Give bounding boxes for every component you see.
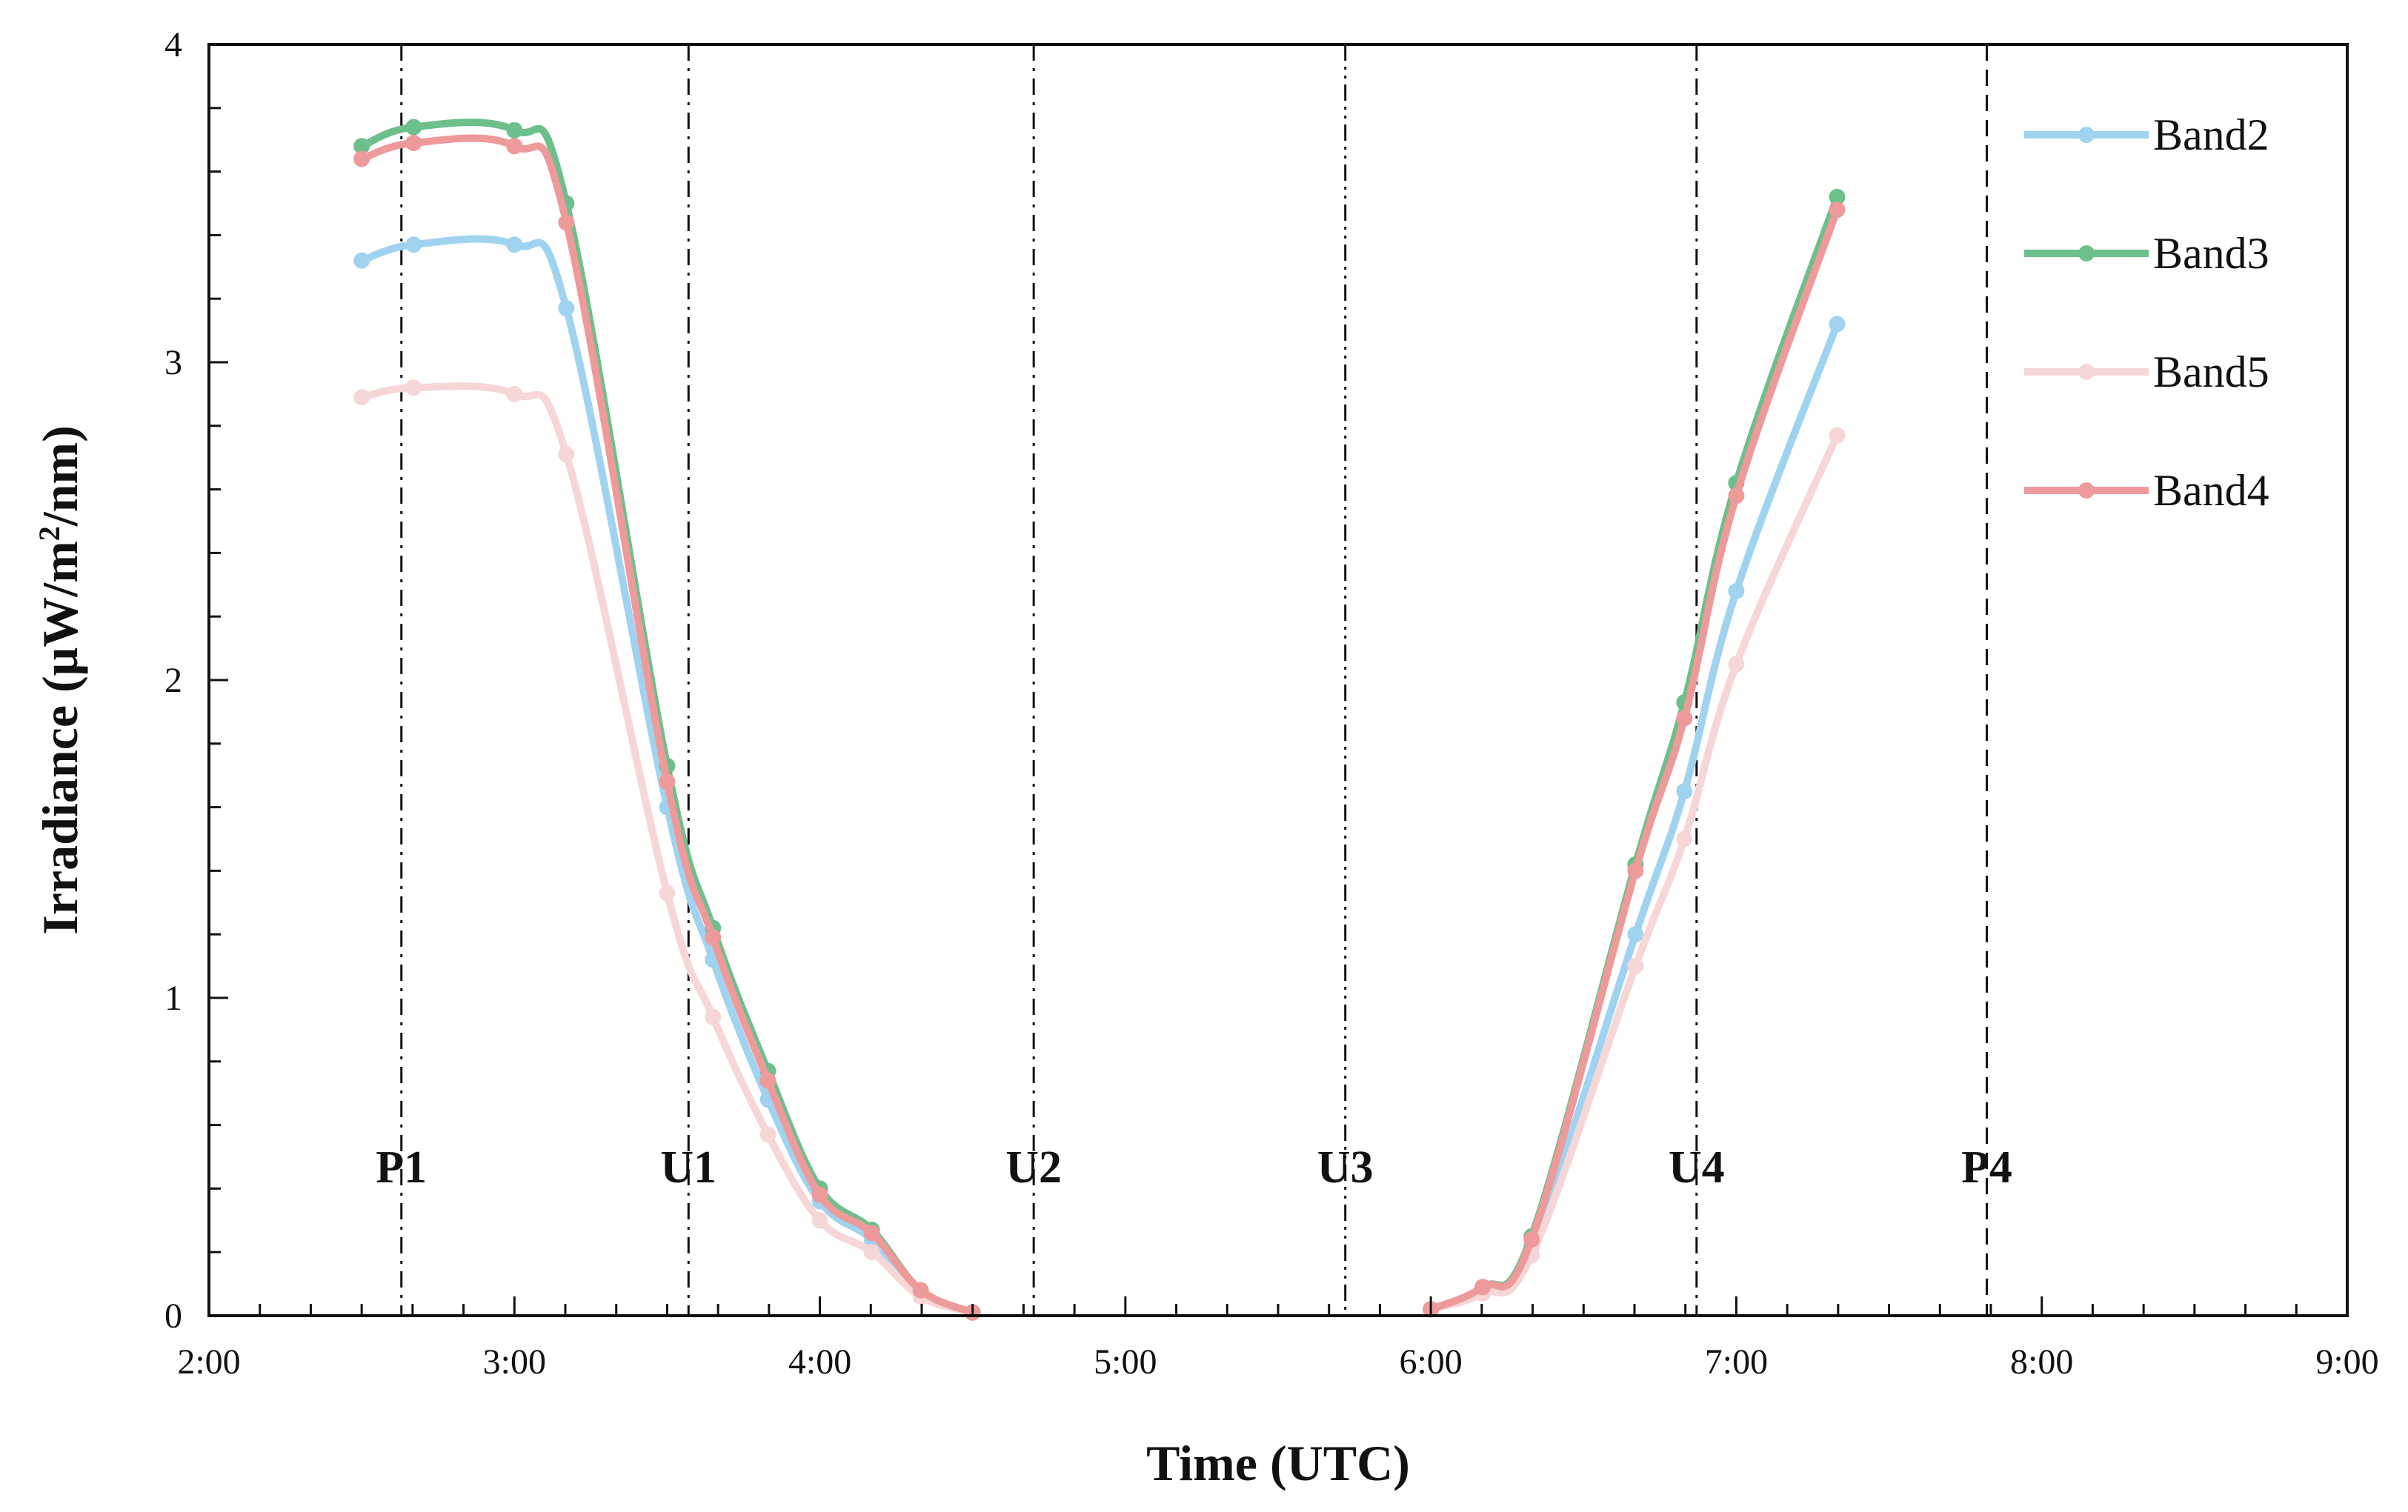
data-point-band4 xyxy=(1474,1279,1491,1296)
series-line-band2 xyxy=(1427,320,1841,1313)
legend-marker-band5 xyxy=(2078,364,2095,380)
y-axis-title-main: Irradiance (μW/m xyxy=(32,541,88,934)
series-line-band3 xyxy=(358,119,977,1316)
data-point-band5 xyxy=(1676,830,1693,847)
axis-ticks: 2:00 3:00 4:00 5:00 6:00 7:00 8:00 9:00 0 1 2 3 4 xyxy=(164,25,2379,1382)
y-tick-label: 0 xyxy=(164,1296,182,1336)
data-point-band4 xyxy=(705,929,722,946)
legend-marker-band4 xyxy=(2078,482,2095,499)
phase-label-p1: P1 xyxy=(376,1142,427,1193)
data-point-band4 xyxy=(863,1225,880,1242)
data-point-band5 xyxy=(1829,427,1846,444)
x-tick-label: 8:00 xyxy=(2010,1342,2073,1382)
data-point-band2 xyxy=(1676,783,1693,800)
series-line-band4 xyxy=(1427,206,1841,1313)
y-axis-title-superscript: 2 xyxy=(33,526,66,541)
phase-lines: P1 U1 U2 U3 U4 P4 xyxy=(376,44,2012,1316)
data-point-band5 xyxy=(759,1126,776,1143)
series-band5 xyxy=(353,379,1846,1321)
data-point-band3 xyxy=(1829,188,1846,205)
data-point-band4 xyxy=(1728,487,1745,504)
x-tick-label: 3:00 xyxy=(483,1342,546,1382)
data-point-band5 xyxy=(558,446,575,463)
y-tick-label: 1 xyxy=(164,979,182,1018)
x-tick-label: 9:00 xyxy=(2315,1342,2378,1382)
x-tick-label: 2:00 xyxy=(177,1342,240,1382)
phase-label-p4: P4 xyxy=(1961,1142,2012,1193)
phase-label-u3: U3 xyxy=(1317,1142,1374,1193)
data-point-band4 xyxy=(1829,202,1846,219)
data-point-band4 xyxy=(759,1072,776,1089)
data-point-band3 xyxy=(506,121,523,139)
data-point-band5 xyxy=(811,1212,828,1229)
data-point-band3 xyxy=(353,138,370,155)
data-point-band2 xyxy=(1728,582,1745,599)
data-point-band4 xyxy=(1627,862,1644,879)
data-point-band5 xyxy=(705,1008,722,1025)
data-point-band2 xyxy=(558,300,575,317)
series-band3 xyxy=(353,119,1846,1321)
data-point-band5 xyxy=(353,389,370,406)
x-tick-label: 6:00 xyxy=(1399,1342,1462,1382)
data-point-band5 xyxy=(506,385,523,402)
series-line-band4 xyxy=(358,134,977,1316)
legend-label-band5: Band5 xyxy=(2153,347,2269,396)
x-tick-label: 5:00 xyxy=(1094,1342,1157,1382)
series-lines xyxy=(353,119,1846,1321)
data-point-band4 xyxy=(558,214,575,231)
data-point-band5 xyxy=(863,1244,880,1261)
y-tick-label: 2 xyxy=(164,661,182,700)
data-point-band5 xyxy=(1728,656,1745,673)
series-line-band3 xyxy=(1427,193,1841,1313)
y-axis-title-end: /nm) xyxy=(32,425,88,527)
y-tick-label: 4 xyxy=(164,25,182,64)
legend-label-band3: Band3 xyxy=(2153,229,2269,278)
x-tick-label: 7:00 xyxy=(1705,1342,1768,1382)
phase-label-u4: U4 xyxy=(1669,1142,1725,1193)
data-point-band5 xyxy=(659,885,676,902)
series-band2 xyxy=(353,235,1846,1321)
legend-marker-band3 xyxy=(2078,245,2095,262)
data-point-band3 xyxy=(405,119,422,136)
legend-label-band2: Band2 xyxy=(2153,110,2269,159)
phase-label-u2: U2 xyxy=(1005,1142,1062,1193)
x-axis-title: Time (UTC) xyxy=(1146,1435,1410,1491)
data-point-band2 xyxy=(1829,316,1846,333)
data-point-band4 xyxy=(353,150,370,167)
series-band4 xyxy=(353,134,1846,1321)
data-point-band2 xyxy=(506,236,523,253)
plot-frame xyxy=(207,43,2349,1317)
legend: Band2 Band3 Band5 Band4 xyxy=(2024,110,2269,515)
legend-marker-band2 xyxy=(2078,127,2095,143)
series-line-band5 xyxy=(1427,431,1841,1313)
data-point-band4 xyxy=(811,1186,828,1203)
y-axis-title: Irradiance (μW/m2/nm) xyxy=(32,425,88,934)
data-point-band4 xyxy=(912,1282,929,1299)
data-point-band4 xyxy=(506,138,523,155)
data-point-band2 xyxy=(1627,926,1644,943)
data-point-band5 xyxy=(1627,958,1644,975)
data-point-band4 xyxy=(659,773,676,790)
x-tick-label: 4:00 xyxy=(788,1342,851,1382)
phase-label-u1: U1 xyxy=(660,1142,716,1193)
data-point-band2 xyxy=(405,236,422,253)
data-point-band5 xyxy=(405,379,422,396)
data-point-band2 xyxy=(353,252,370,269)
y-tick-label: 3 xyxy=(164,343,182,382)
data-point-band4 xyxy=(1523,1231,1540,1248)
legend-label-band4: Band4 xyxy=(2153,466,2269,515)
data-point-band4 xyxy=(1676,710,1693,727)
data-point-band4 xyxy=(405,134,422,151)
